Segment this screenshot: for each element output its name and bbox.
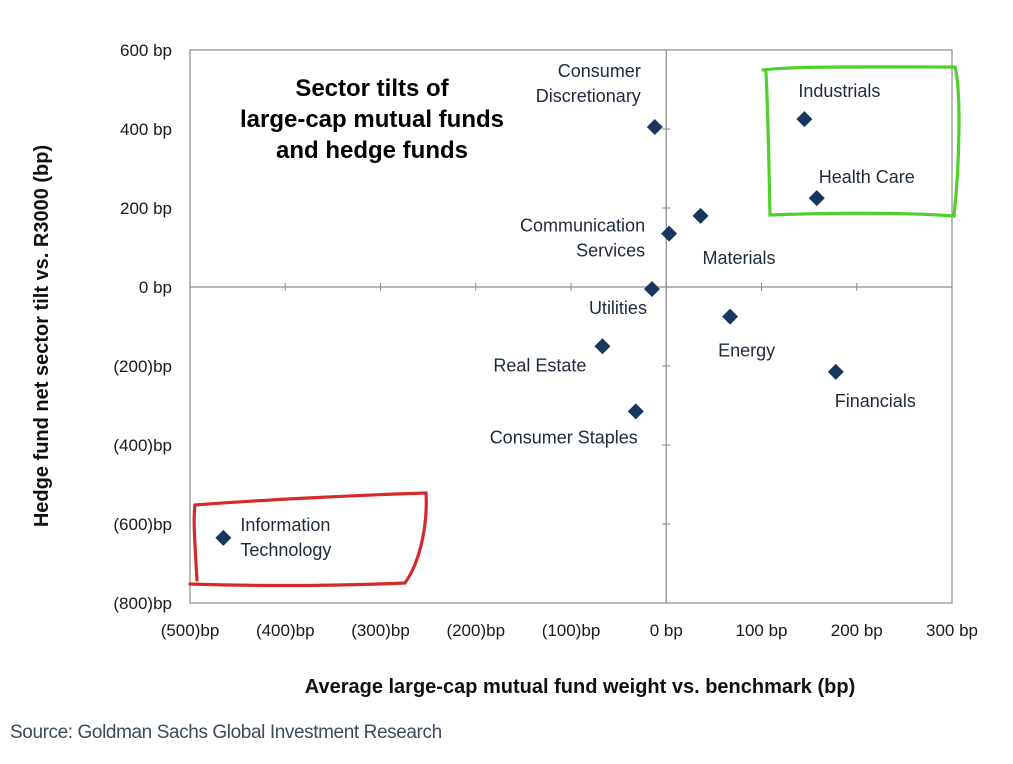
y-tick-label: (600)bp	[113, 515, 172, 534]
x-tick-label: 300 bp	[926, 621, 978, 640]
point-label-consumer-discretionary: Consumer	[558, 61, 641, 81]
x-tick-label: 0 bp	[650, 621, 683, 640]
point-label-industrials: Industrials	[798, 81, 880, 101]
chart-title-line-1: Sector tilts of	[295, 75, 449, 102]
highlight-red-box	[188, 491, 428, 587]
point-label-information-technology: Information	[240, 515, 330, 535]
y-tick-label: 0 bp	[139, 278, 172, 297]
x-axis-title: Average large-cap mutual fund weight vs.…	[305, 676, 855, 698]
point-marker-real-estate	[594, 338, 611, 355]
x-tick-label: (400)bp	[256, 621, 315, 640]
point-label-health-care: Health Care	[819, 167, 915, 187]
point-label-consumer-staples: Consumer Staples	[490, 427, 638, 447]
y-tick-label: (200)bp	[113, 357, 172, 376]
highlight-green-box	[761, 65, 961, 218]
point-marker-financials	[827, 363, 844, 380]
x-tick-label: 200 bp	[831, 621, 883, 640]
point-label-energy: Energy	[718, 341, 775, 361]
point-label-financials: Financials	[835, 391, 916, 411]
point-label-communication-services: Services	[576, 241, 645, 261]
y-tick-label: 400 bp	[120, 120, 172, 139]
chart-title-line-3: and hedge funds	[276, 137, 468, 164]
x-tick-label: (100)bp	[542, 621, 601, 640]
point-marker-materials	[692, 207, 709, 224]
point-label-materials: Materials	[703, 248, 776, 268]
point-marker-utilities	[643, 280, 660, 297]
point-marker-communication-services	[661, 225, 678, 242]
point-label-utilities: Utilities	[589, 298, 647, 318]
point-label-consumer-discretionary: Discretionary	[536, 86, 641, 106]
x-tick-label: (200)bp	[446, 621, 505, 640]
point-marker-consumer-discretionary	[646, 119, 663, 136]
x-tick-label: 100 bp	[736, 621, 788, 640]
y-tick-label: 600 bp	[120, 41, 172, 60]
chart-title-line-2: large-cap mutual funds	[240, 106, 504, 133]
point-marker-energy	[722, 308, 739, 325]
point-marker-information-technology	[215, 529, 232, 546]
point-marker-health-care	[808, 190, 825, 207]
point-label-information-technology: Technology	[240, 540, 331, 560]
point-label-communication-services: Communication	[520, 216, 645, 236]
y-axis-title: Hedge fund net sector tilt vs. R3000 (bp…	[31, 145, 53, 527]
y-tick-label: (800)bp	[113, 594, 172, 613]
x-tick-label: (500)bp	[161, 621, 220, 640]
point-label-real-estate: Real Estate	[493, 355, 586, 375]
y-tick-label: (400)bp	[113, 436, 172, 455]
y-tick-label: 200 bp	[120, 199, 172, 218]
source-note: Source: Goldman Sachs Global Investment …	[10, 722, 442, 743]
plot-area-border	[189, 49, 953, 604]
point-marker-industrials	[796, 111, 813, 128]
point-marker-consumer-staples	[627, 403, 644, 420]
x-tick-label: (300)bp	[351, 621, 410, 640]
